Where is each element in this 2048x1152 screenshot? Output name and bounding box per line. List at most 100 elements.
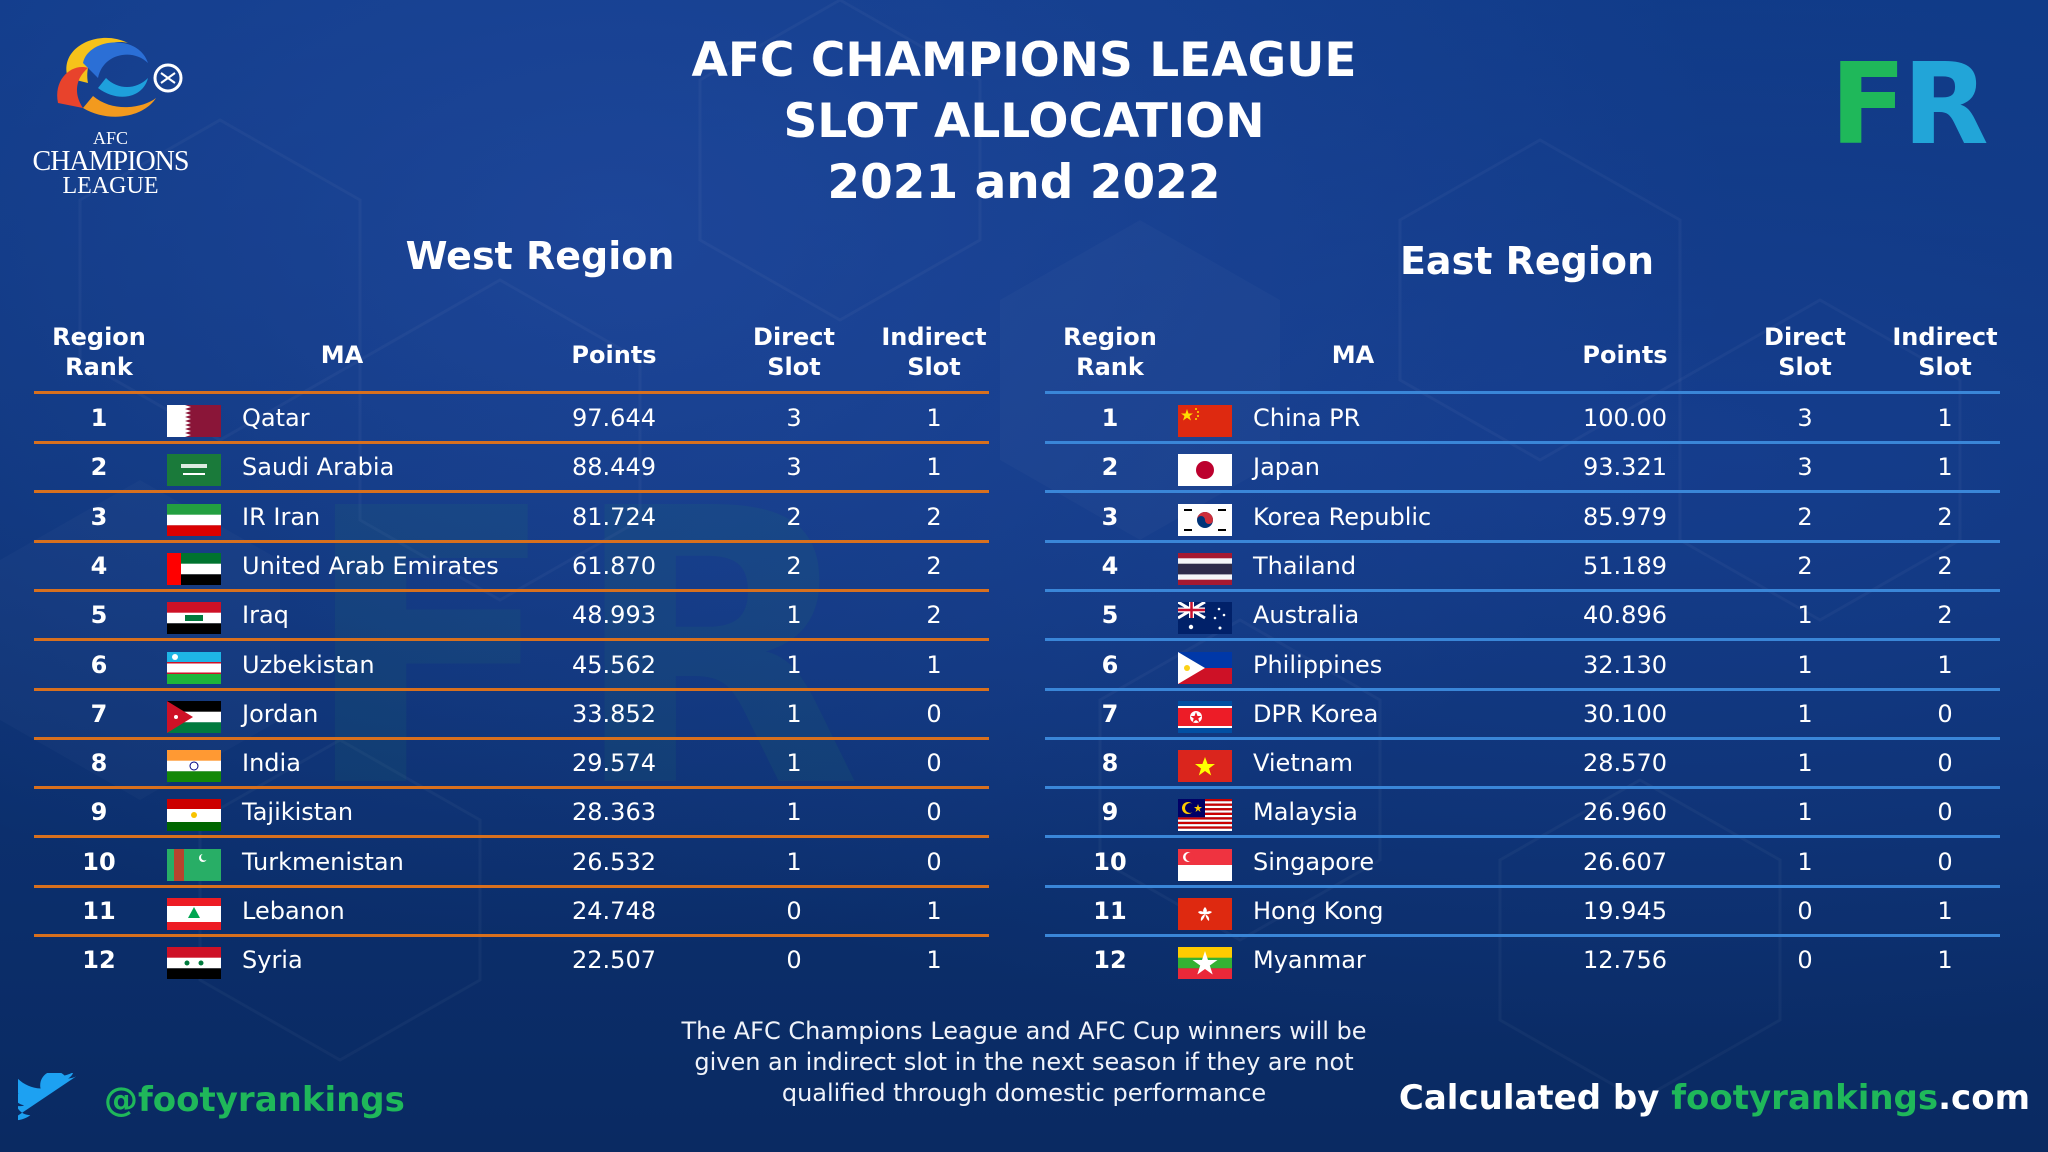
row-separator bbox=[34, 835, 989, 839]
indirect-slot-value: 1 bbox=[1937, 946, 1953, 975]
table-row: 11 Lebanon 24.748 0 1 bbox=[34, 887, 989, 935]
twitter-handle-link[interactable]: @footyrankings bbox=[104, 1080, 405, 1120]
east-region-table: Region Rank MA Points Direct Slot Indire… bbox=[1045, 322, 2000, 980]
credit-prefix: Calculated by bbox=[1398, 1078, 1672, 1118]
table-row: 9 Malaysia 26.960 1 0 bbox=[1045, 788, 2000, 836]
points-value: 33.852 bbox=[572, 699, 656, 728]
member-association-name: Malaysia bbox=[1253, 798, 1358, 827]
header-region-rank-line2: Rank bbox=[65, 353, 133, 381]
table-row: 3 IR Iran 81.724 2 2 bbox=[34, 493, 989, 541]
region-rank: 1 bbox=[1101, 404, 1119, 432]
west-table-header: Region Rank MA Points Direct Slot Indire… bbox=[34, 322, 989, 392]
member-association-name: Iraq bbox=[242, 601, 289, 630]
hong-kong-flag bbox=[1178, 898, 1232, 930]
row-separator bbox=[1045, 539, 2000, 543]
points-value: 61.870 bbox=[572, 551, 656, 580]
direct-slot-value: 2 bbox=[786, 551, 802, 580]
header-region-rank-line1: Region bbox=[52, 323, 146, 351]
region-rank: 1 bbox=[90, 404, 108, 432]
region-rank: 6 bbox=[1101, 650, 1119, 679]
row-separator bbox=[1045, 786, 2000, 790]
indirect-slot-value: 1 bbox=[926, 650, 942, 679]
indirect-slot-value: 1 bbox=[1937, 404, 1953, 432]
direct-slot-value: 1 bbox=[786, 699, 802, 728]
header-indirect-slot: Indirect Slot bbox=[874, 322, 994, 382]
table-row: 11 Hong Kong 19.945 0 1 bbox=[1045, 887, 2000, 935]
twitter-icon[interactable] bbox=[18, 1073, 78, 1123]
member-association-name: Philippines bbox=[1253, 650, 1383, 679]
page-title: AFC CHAMPIONS LEAGUE SLOT ALLOCATION 202… bbox=[624, 30, 1424, 213]
iraq-flag bbox=[167, 602, 221, 635]
indirect-slot-value: 2 bbox=[926, 502, 942, 531]
region-rank: 4 bbox=[90, 551, 108, 580]
direct-slot-value: 3 bbox=[786, 453, 802, 482]
japan-flag bbox=[1178, 454, 1232, 487]
direct-slot-value: 1 bbox=[1797, 847, 1813, 876]
direct-slot-value: 1 bbox=[1797, 798, 1813, 827]
row-separator bbox=[1045, 736, 2000, 740]
header-indirect-slot: Indirect Slot bbox=[1885, 322, 2005, 382]
member-association-name: Australia bbox=[1253, 601, 1360, 630]
table-row: 4 United Arab Emirates 61.870 2 2 bbox=[34, 542, 989, 590]
thailand-flag bbox=[1178, 552, 1232, 585]
credit-site-suffix: .com bbox=[1938, 1078, 2030, 1118]
direct-slot-value: 1 bbox=[786, 847, 802, 876]
table-row: 8 India 29.574 1 0 bbox=[34, 739, 989, 787]
direct-slot-value: 2 bbox=[786, 502, 802, 531]
region-rank: 10 bbox=[1093, 847, 1127, 876]
points-value: 48.993 bbox=[572, 601, 656, 630]
indirect-slot-value: 0 bbox=[926, 749, 942, 778]
east-table-header: Region Rank MA Points Direct Slot Indire… bbox=[1045, 322, 2000, 392]
points-value: 81.724 bbox=[572, 502, 656, 531]
footnote: The AFC Champions League and AFC Cup win… bbox=[624, 1016, 1424, 1109]
member-association-name: Korea Republic bbox=[1253, 502, 1432, 531]
lebanon-flag bbox=[167, 898, 221, 930]
indirect-slot-value: 1 bbox=[926, 946, 942, 975]
header-indirect-line1: Indirect bbox=[1892, 323, 1998, 351]
region-rank: 2 bbox=[90, 453, 108, 482]
region-rank: 9 bbox=[90, 798, 108, 827]
direct-slot-value: 0 bbox=[786, 897, 802, 925]
region-rank: 3 bbox=[90, 502, 108, 531]
malaysia-flag bbox=[1178, 799, 1232, 832]
header-indirect-line2: Slot bbox=[907, 353, 961, 381]
qatar-flag bbox=[167, 405, 221, 437]
region-rank: 2 bbox=[1101, 453, 1119, 482]
footnote-line-1: The AFC Champions League and AFC Cup win… bbox=[681, 1017, 1367, 1045]
indirect-slot-value: 2 bbox=[1937, 502, 1953, 531]
singapore-flag bbox=[1178, 848, 1232, 881]
west-header-separator bbox=[34, 391, 989, 394]
region-rank: 12 bbox=[82, 946, 116, 975]
member-association-name: United Arab Emirates bbox=[242, 551, 499, 580]
table-row: 1 China PR 100.00 3 1 bbox=[1045, 394, 2000, 442]
logo-afc-text: AFC bbox=[92, 128, 128, 148]
logo-champions-text: CHAMPIONS bbox=[32, 146, 190, 177]
row-separator bbox=[1045, 934, 2000, 937]
uae-flag bbox=[167, 552, 221, 585]
table-row: 6 Philippines 32.130 1 1 bbox=[1045, 641, 2000, 689]
header-direct-line1: Direct bbox=[1764, 323, 1846, 351]
row-separator bbox=[34, 588, 989, 592]
direct-slot-value: 1 bbox=[1797, 699, 1813, 728]
region-rank: 3 bbox=[1101, 502, 1119, 531]
iran-flag bbox=[167, 503, 221, 536]
region-rank: 4 bbox=[1101, 551, 1119, 580]
row-separator bbox=[34, 736, 989, 740]
points-value: 24.748 bbox=[572, 897, 656, 925]
table-row: 4 Thailand 51.189 2 2 bbox=[1045, 542, 2000, 590]
points-value: 93.321 bbox=[1583, 453, 1667, 482]
title-line-3: 2021 and 2022 bbox=[827, 155, 1221, 210]
footnote-line-2: given an indirect slot in the next seaso… bbox=[694, 1048, 1354, 1076]
header-direct-line2: Slot bbox=[767, 353, 821, 381]
points-value: 97.644 bbox=[572, 404, 656, 432]
header-direct-slot: Direct Slot bbox=[734, 322, 854, 382]
credit-site-name[interactable]: footyrankings bbox=[1671, 1078, 1939, 1118]
region-rank: 9 bbox=[1101, 798, 1119, 827]
points-value: 32.130 bbox=[1583, 650, 1667, 679]
points-value: 26.532 bbox=[572, 847, 656, 876]
region-rank: 7 bbox=[90, 699, 108, 728]
region-rank: 7 bbox=[1101, 699, 1119, 728]
region-rank: 11 bbox=[1093, 897, 1127, 925]
header-points: Points bbox=[1582, 341, 1668, 369]
header-direct-line1: Direct bbox=[753, 323, 835, 351]
